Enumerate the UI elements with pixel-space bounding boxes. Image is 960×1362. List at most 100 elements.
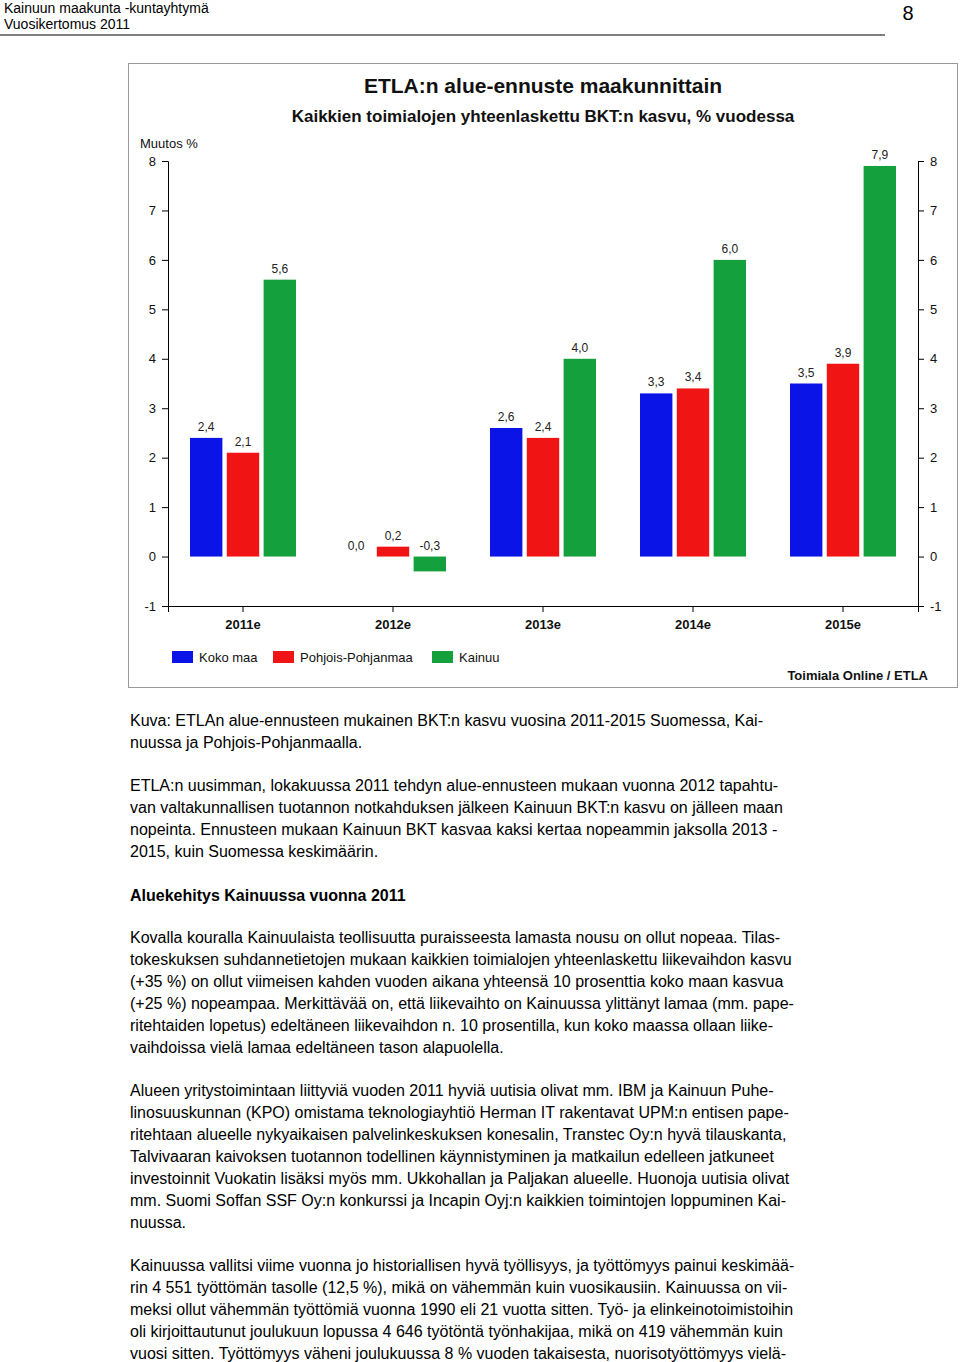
tick: -1 bbox=[918, 599, 942, 614]
paragraph-line: van valtakunnallisen tuotannon notkahduk… bbox=[130, 799, 783, 816]
tick-mark bbox=[162, 557, 168, 558]
paragraph-line: oli kirjoittautunut joulukuun lopussa 4 … bbox=[130, 1323, 783, 1340]
tick-mark bbox=[162, 309, 168, 310]
axis-line bbox=[169, 607, 919, 613]
tick-label: 8 bbox=[930, 154, 937, 169]
tick: 2012e bbox=[375, 606, 411, 632]
tick: 3 bbox=[149, 401, 168, 416]
caption-line: Kuva: ETLAn alue-ennusteen mukainen BKT:… bbox=[130, 712, 763, 729]
paragraph-line: vaihdoissa vielä lamaa edeltäneen tason … bbox=[130, 1039, 504, 1056]
header-organization: Kainuun maakunta -kuntayhtymä bbox=[4, 0, 209, 16]
tick-label: 3 bbox=[930, 401, 937, 416]
page-number: 8 bbox=[902, 2, 913, 24]
data-labels: 2,40,02,63,33,52,10,22,43,43,95,6-0,34,0… bbox=[198, 148, 889, 553]
tick-mark bbox=[162, 408, 168, 409]
header-rule bbox=[0, 35, 885, 36]
paragraph-line: Kainuussa vallitsi viime vuonna jo histo… bbox=[130, 1257, 794, 1274]
tick-mark bbox=[918, 309, 924, 310]
data-label: 2,6 bbox=[498, 410, 515, 424]
tick: 8 bbox=[918, 154, 937, 169]
tick: 1 bbox=[149, 500, 168, 515]
x-axis: 2011e2012e2013e2014e2015e bbox=[169, 606, 919, 632]
tick-label: 4 bbox=[930, 351, 937, 366]
paragraph-line: investoinnit Vuokatin lisäksi myös mm. U… bbox=[130, 1170, 790, 1187]
tick-label: 7 bbox=[930, 203, 937, 218]
tick-mark bbox=[162, 359, 168, 360]
tick-label: 2015e bbox=[825, 617, 861, 632]
tick-mark bbox=[693, 606, 694, 612]
data-label: 2,1 bbox=[235, 435, 252, 449]
paragraph-line: (+35 %) on ollut viimeisen kahden vuoden… bbox=[130, 973, 783, 990]
tick: 3 bbox=[918, 401, 937, 416]
chart-subtitle: Kaikkien toimialojen yhteenlaskettu BKT:… bbox=[292, 107, 795, 126]
tick-label: 1 bbox=[149, 500, 156, 515]
tick-label: -1 bbox=[930, 599, 942, 614]
paragraph-line: 2015, kuin Suomessa keskimäärin. bbox=[130, 843, 378, 860]
tick-label: 3 bbox=[149, 401, 156, 416]
tick-mark bbox=[918, 507, 924, 508]
tick-mark bbox=[843, 606, 844, 612]
data-label: 3,9 bbox=[835, 346, 852, 360]
bar bbox=[827, 364, 859, 557]
paragraph-line: Kovalla kouralla Kainuulaista teollisuut… bbox=[130, 929, 780, 946]
header-report: Vuosikertomus 2011 bbox=[4, 16, 130, 32]
tick: 2015e bbox=[825, 606, 861, 632]
bar bbox=[527, 438, 559, 557]
tick: 2 bbox=[149, 450, 168, 465]
legend-item: Kainuu bbox=[432, 650, 499, 665]
tick: 5 bbox=[149, 302, 168, 317]
bar bbox=[377, 547, 409, 557]
data-label: 0,0 bbox=[348, 539, 365, 553]
data-label: 0,2 bbox=[385, 529, 402, 543]
paragraph-line: Talvivaaran kaivoksen tuotannon todellin… bbox=[130, 1148, 775, 1165]
tick-label: 5 bbox=[149, 302, 156, 317]
chart: ETLA:n alue-ennuste maakunnittain Kaikkie… bbox=[129, 64, 958, 688]
tick: 2 bbox=[918, 450, 937, 465]
paragraph-line: rin 4 551 työttömän tasolle (12,5 %), mi… bbox=[130, 1279, 787, 1296]
chart-source: Toimiala Online / ETLA bbox=[787, 668, 928, 683]
data-label: -0,3 bbox=[419, 539, 440, 553]
paragraph-line: Alueen yritystoimintaan liittyviä vuoden… bbox=[130, 1082, 774, 1099]
data-label: 4,0 bbox=[571, 341, 588, 355]
tick-mark bbox=[162, 161, 168, 162]
bar bbox=[564, 359, 596, 557]
tick: 4 bbox=[918, 351, 937, 366]
bar bbox=[227, 453, 259, 557]
legend: Koko maaPohjois-PohjanmaaKainuu bbox=[172, 650, 499, 665]
caption-line: nuussa ja Pohjois-Pohjanmaalla. bbox=[130, 734, 362, 751]
bar bbox=[714, 260, 746, 557]
chart-frame bbox=[129, 64, 958, 688]
y-axis-title: Muutos % bbox=[140, 136, 198, 151]
paragraph-line: tokeskuksen suhdannetietojen mukaan kaik… bbox=[130, 951, 792, 968]
y-axis-left: -1 0 1 2 3 4 5 6 7 8 bbox=[144, 154, 168, 614]
paragraph-line: (+25 %) nopeampaa. Merkittävää on, että … bbox=[130, 995, 794, 1012]
tick-mark bbox=[918, 557, 924, 558]
tick: -1 bbox=[144, 599, 168, 614]
legend-label: Kainuu bbox=[459, 650, 499, 665]
tick: 5 bbox=[918, 302, 937, 317]
tick-label: 0 bbox=[930, 549, 937, 564]
axis-line bbox=[162, 162, 169, 607]
tick: 2013e bbox=[525, 606, 561, 632]
tick-label: 8 bbox=[149, 154, 156, 169]
tick-label: 4 bbox=[149, 351, 156, 366]
chart-title: ETLA:n alue-ennuste maakunnittain bbox=[364, 74, 722, 97]
bar bbox=[864, 166, 896, 557]
tick: 6 bbox=[149, 253, 168, 268]
data-label: 2,4 bbox=[535, 420, 552, 434]
paragraph-line: ritehtaiden lopetus) edeltäneen liikevai… bbox=[130, 1017, 773, 1034]
data-label: 3,5 bbox=[798, 366, 815, 380]
tick: 0 bbox=[149, 549, 168, 564]
bar bbox=[190, 438, 222, 557]
paragraph-line: nuussa. bbox=[130, 1214, 186, 1231]
tick-label: 0 bbox=[149, 549, 156, 564]
tick-label: 2013e bbox=[525, 617, 561, 632]
tick-label: 2 bbox=[149, 450, 156, 465]
bar bbox=[790, 384, 822, 557]
tick: 7 bbox=[149, 203, 168, 218]
tick-label: -1 bbox=[144, 599, 156, 614]
tick-mark bbox=[162, 507, 168, 508]
bar bbox=[677, 388, 709, 556]
tick-mark bbox=[918, 359, 924, 360]
tick: 2014e bbox=[675, 606, 711, 632]
